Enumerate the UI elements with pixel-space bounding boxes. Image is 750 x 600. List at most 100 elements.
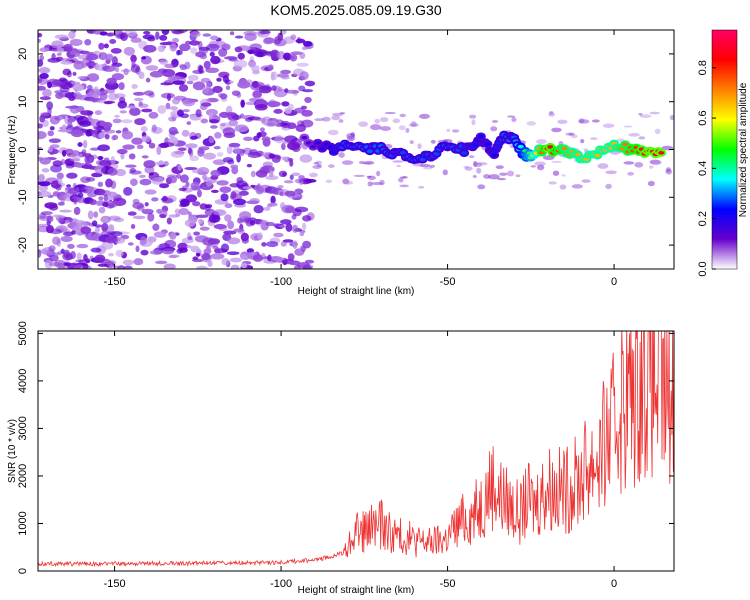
spectrogram-cell bbox=[193, 231, 200, 236]
snr-ytick-label: 4000 bbox=[17, 369, 29, 393]
spectrogram-cell bbox=[160, 82, 174, 86]
spectrogram-cell bbox=[65, 163, 75, 169]
spectrogram-cell bbox=[285, 223, 293, 232]
spectrogram-cell bbox=[127, 211, 137, 216]
spectrogram-cell bbox=[433, 151, 440, 156]
colorbar-tick-label: 0.8 bbox=[697, 60, 709, 75]
spectrogram-cell bbox=[169, 106, 179, 111]
spectrogram-cell bbox=[164, 63, 178, 69]
spectrogram-cell bbox=[210, 125, 218, 129]
spectrogram-cell bbox=[216, 77, 222, 82]
spectrogram-xtick-label: -100 bbox=[270, 276, 292, 288]
spectrogram-cell bbox=[266, 221, 275, 227]
spectrogram-cell bbox=[70, 158, 81, 162]
spectrogram-cell bbox=[207, 238, 221, 245]
spectrogram-cell bbox=[212, 159, 226, 166]
spectrogram-cell bbox=[240, 99, 246, 108]
spectrogram-cell bbox=[38, 67, 51, 74]
spectrogram-cell bbox=[87, 210, 94, 220]
spectrogram-cell bbox=[107, 167, 118, 176]
spectrogram-cell bbox=[295, 124, 307, 132]
spectrogram-cell bbox=[187, 74, 199, 81]
spectrogram-cell bbox=[495, 165, 504, 170]
spectrogram-cell bbox=[224, 203, 233, 209]
spectrogram-cell bbox=[238, 190, 249, 196]
spectrogram-cell bbox=[72, 71, 77, 76]
spectrogram-cell bbox=[409, 140, 414, 145]
spectrogram-cell bbox=[82, 263, 89, 269]
spectrogram-cell bbox=[166, 93, 172, 102]
spectrogram-cell bbox=[186, 80, 194, 85]
spectrogram-cell bbox=[271, 154, 281, 163]
spectrogram-cell bbox=[294, 206, 309, 213]
colorbar-tick-label: 0.6 bbox=[697, 110, 709, 125]
spectrogram-cell bbox=[314, 141, 321, 145]
spectrogram-cell bbox=[107, 224, 115, 233]
spectrogram-cell bbox=[419, 113, 430, 119]
spectrogram-cell bbox=[605, 183, 612, 190]
spectrogram-cell bbox=[230, 191, 237, 199]
spectrogram-cell bbox=[430, 139, 436, 144]
spectrogram-cell bbox=[302, 40, 313, 47]
spectrogram-cell bbox=[468, 155, 475, 159]
spectrogram-cell bbox=[199, 226, 210, 231]
spectrogram-cell bbox=[123, 68, 129, 76]
spectrogram-cell bbox=[143, 90, 155, 96]
spectrogram-cell bbox=[38, 85, 46, 91]
spectrogram-cell bbox=[120, 32, 128, 42]
spectrogram-cell bbox=[277, 185, 284, 189]
spectrogram-cell bbox=[49, 144, 60, 149]
spectrogram-cell bbox=[283, 52, 292, 61]
spectrogram-xtick-label: 0 bbox=[611, 276, 617, 288]
spectrogram-cell bbox=[249, 198, 260, 204]
spectrogram-cell bbox=[252, 254, 264, 262]
spectrogram-cell bbox=[124, 164, 137, 168]
spectrogram-cell bbox=[392, 160, 404, 163]
spectrogram-cell bbox=[159, 214, 167, 219]
spectrogram-cell bbox=[199, 203, 208, 210]
spectrogram-cell bbox=[280, 30, 287, 35]
spectrogram-xlabel: Height of straight line (km) bbox=[298, 286, 415, 297]
spectrogram-cell bbox=[208, 214, 221, 223]
spectrogram-cell bbox=[647, 180, 655, 187]
spectrogram-cell bbox=[234, 124, 249, 133]
chart-title: KOM5.2025.085.09.19.G30 bbox=[270, 2, 441, 18]
spectrogram-cell bbox=[114, 114, 120, 118]
spectrogram-cell bbox=[116, 148, 128, 155]
spectrogram-cell bbox=[213, 223, 227, 230]
spectrogram-cell bbox=[247, 49, 255, 55]
spectrogram-cell bbox=[597, 163, 609, 169]
spectrogram-cell bbox=[143, 30, 151, 35]
spectrogram-cell bbox=[322, 116, 331, 122]
spectrogram-cell bbox=[358, 160, 366, 165]
spectrogram-cell bbox=[253, 99, 268, 109]
spectrogram-cell bbox=[106, 191, 118, 198]
spectrogram-cell bbox=[172, 30, 185, 34]
spectrogram-cell bbox=[157, 45, 166, 53]
spectrogram-cell bbox=[212, 85, 223, 94]
spectrogram-cell bbox=[226, 251, 240, 256]
spectrogram-cell bbox=[77, 142, 83, 147]
spectrogram-cell bbox=[343, 180, 354, 185]
spectrogram-cell bbox=[154, 161, 165, 166]
spectrogram-cell bbox=[82, 197, 92, 205]
spectrogram-cell bbox=[251, 65, 260, 72]
spectrogram-cell bbox=[298, 85, 306, 92]
spectrogram-cell bbox=[213, 209, 227, 217]
spectrogram-cell bbox=[93, 211, 99, 218]
spectrogram-cell bbox=[240, 232, 249, 242]
spectrogram-cell bbox=[219, 186, 232, 193]
spectrogram-cell bbox=[101, 222, 109, 232]
spectrogram-cell bbox=[39, 47, 50, 53]
spectrogram-cell bbox=[167, 176, 178, 184]
spectrogram-cell bbox=[121, 130, 134, 140]
spectrogram-cell bbox=[225, 85, 231, 91]
spectrogram-cell bbox=[328, 164, 335, 168]
spectrogram-cell bbox=[56, 52, 62, 56]
spectrogram-cell bbox=[149, 249, 163, 255]
spectrogram-cell bbox=[258, 131, 267, 137]
spectrogram-cell bbox=[190, 181, 200, 191]
spectrogram-cell bbox=[284, 190, 296, 197]
spectrogram-cell bbox=[272, 223, 281, 228]
spectrogram-cell bbox=[252, 90, 263, 99]
